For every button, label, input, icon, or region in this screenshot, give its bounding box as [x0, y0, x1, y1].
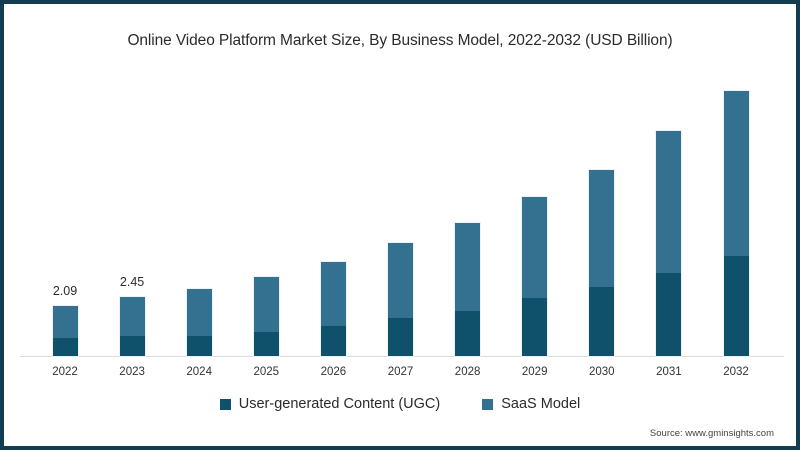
x-tick-2024: 2024: [186, 366, 212, 378]
legend-label-ugc: User-generated Content (UGC): [238, 396, 441, 412]
bar-group-2024[interactable]: [185, 287, 213, 357]
chart-legend: User-generated Content (UGC) SaaS Model: [4, 396, 796, 412]
bar-segment-saas-2027[interactable]: [387, 241, 414, 318]
legend-label-saas: SaaS Model: [501, 396, 581, 412]
bar-segment-saas-2030[interactable]: [588, 169, 616, 288]
x-tick-2029: 2029: [521, 366, 548, 378]
bar-segment-saas-2026[interactable]: [319, 261, 347, 326]
legend-item-ugc[interactable]: User-generated Content (UGC): [219, 396, 441, 412]
x-tick-2028: 2028: [454, 366, 481, 378]
x-tick-2026: 2026: [320, 366, 347, 378]
bar-segment-ugc-2032[interactable]: [722, 256, 750, 357]
bar-value-label-2022: 2.09: [52, 284, 78, 299]
x-tick-2032: 2032: [723, 366, 749, 378]
bar-segment-saas-2025[interactable]: [252, 275, 280, 332]
x-tick-2031: 2031: [656, 366, 682, 378]
x-tick-2022: 2022: [52, 366, 78, 378]
chart-canvas: Online Video Platform Market Size, By Bu…: [4, 4, 796, 446]
bar-segment-saas-2032[interactable]: [722, 89, 750, 257]
bar-segment-ugc-2031[interactable]: [655, 273, 683, 357]
bar-segment-ugc-2022[interactable]: [51, 338, 79, 357]
bar-segment-ugc-2030[interactable]: [588, 287, 616, 357]
bar-segment-ugc-2023[interactable]: [118, 336, 146, 357]
bar-segment-ugc-2029[interactable]: [521, 298, 549, 357]
bar-group-2025[interactable]: [252, 275, 280, 357]
bar-group-2022[interactable]: 2.09: [51, 284, 79, 357]
bar-segment-ugc-2025[interactable]: [252, 331, 280, 357]
bar-segment-saas-2022[interactable]: [51, 305, 79, 339]
source-attribution: Source: www.gminsights.com: [649, 428, 774, 439]
bar-group-2032[interactable]: [722, 89, 750, 357]
bar-value-label-2023: 2.45: [119, 275, 145, 290]
bar-group-2030[interactable]: [588, 169, 616, 357]
bar-segment-saas-2031[interactable]: [655, 130, 683, 274]
chart-title: Online Video Platform Market Size, By Bu…: [127, 32, 673, 49]
legend-item-saas[interactable]: SaaS Model: [482, 396, 580, 412]
bar-segment-ugc-2027[interactable]: [387, 317, 414, 357]
bar-group-2028[interactable]: [454, 221, 482, 357]
bar-group-2031[interactable]: [655, 130, 683, 357]
bar-group-2026[interactable]: [319, 261, 347, 357]
legend-swatch-saas: [482, 398, 494, 410]
x-axis-tick-labels: 2022 2023 2024 2025 2026 2027 2028 2029 2030 2031…: [20, 366, 784, 384]
bar-segment-ugc-2026[interactable]: [319, 325, 347, 357]
bar-segment-ugc-2024[interactable]: [185, 335, 213, 357]
bar-group-2029[interactable]: [521, 196, 549, 357]
bar-group-2023[interactable]: 2.45: [118, 275, 146, 357]
x-tick-2025: 2025: [253, 366, 280, 378]
bar-segment-saas-2028[interactable]: [454, 221, 482, 311]
x-tick-2023: 2023: [119, 366, 145, 378]
bar-segment-ugc-2028[interactable]: [454, 311, 482, 357]
plot-area: 2.09 2.45: [20, 80, 784, 357]
bar-segment-saas-2029[interactable]: [521, 196, 549, 299]
bar-group-2027[interactable]: [387, 241, 414, 357]
x-tick-2027: 2027: [387, 366, 414, 378]
x-tick-2030: 2030: [589, 366, 615, 378]
legend-swatch-ugc: [219, 398, 231, 410]
bar-segment-saas-2024[interactable]: [185, 287, 213, 336]
bar-segment-saas-2023[interactable]: [118, 296, 146, 337]
